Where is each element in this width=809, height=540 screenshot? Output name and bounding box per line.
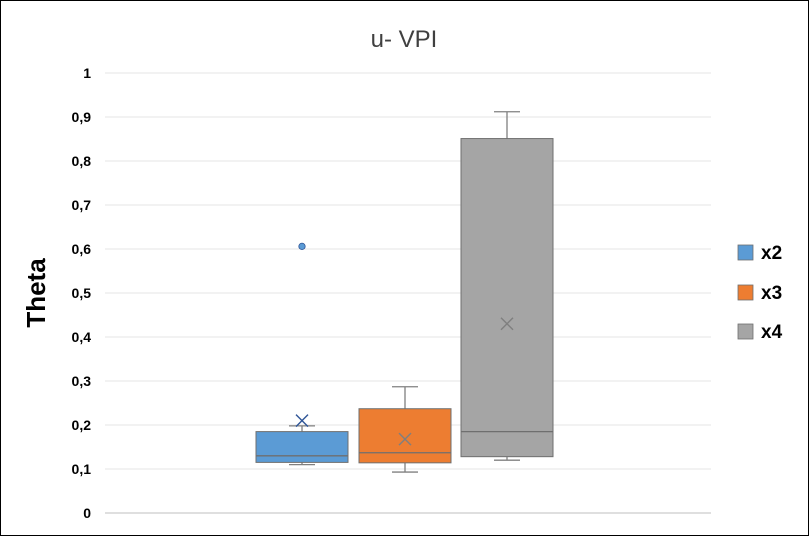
- legend-label: x3: [761, 283, 782, 304]
- legend-item-x2: x2: [737, 243, 782, 264]
- y-tick-labels: 0 0,1 0,2 0,3 0,4 0,5 0,6 0,7 0,8 0,9 1: [72, 65, 92, 521]
- legend-label: x4: [761, 322, 783, 343]
- y-tick-label: 0,8: [72, 153, 92, 169]
- y-tick-label: 0,3: [72, 373, 92, 389]
- chart-title: u- VPI: [371, 26, 438, 53]
- mean-marker: [398, 432, 412, 446]
- box-x4: [460, 111, 554, 461]
- y-tick-label: 0,5: [72, 285, 92, 301]
- legend-label: x2: [761, 243, 782, 264]
- legend-swatch: [737, 323, 754, 340]
- y-tick-label: 0,7: [72, 197, 92, 213]
- box-x4-iqr: [460, 138, 554, 458]
- legend-swatch: [737, 284, 754, 301]
- y-tick-label: 0,1: [72, 461, 92, 477]
- y-tick-label: 1: [83, 65, 91, 81]
- outlier-point: [298, 242, 306, 250]
- legend-item-x4: x4: [737, 322, 783, 343]
- box-x2-iqr: [255, 431, 349, 463]
- box-x2: [255, 242, 349, 466]
- mean-marker: [500, 317, 514, 331]
- y-axis-label: Theta: [21, 258, 51, 328]
- y-tick-label: 0: [83, 505, 91, 521]
- y-tick-label: 0,2: [72, 417, 92, 433]
- y-tick-label: 0,4: [72, 329, 92, 345]
- box-series: [255, 111, 554, 473]
- mean-marker: [295, 414, 309, 428]
- box-x3-iqr: [358, 408, 452, 464]
- y-tick-label: 0,9: [72, 109, 92, 125]
- grid-lines: [105, 72, 711, 514]
- box-x3: [358, 386, 452, 473]
- legend: x2 x3 x4: [737, 243, 783, 343]
- y-tick-label: 0,6: [72, 241, 92, 257]
- legend-item-x3: x3: [737, 283, 782, 304]
- legend-swatch: [737, 244, 754, 261]
